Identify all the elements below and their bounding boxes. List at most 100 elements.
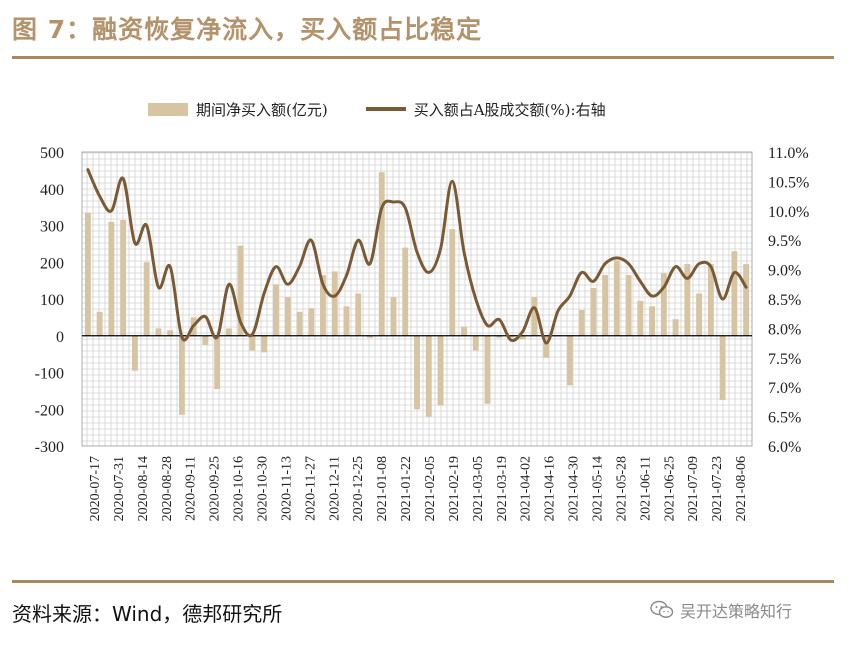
y-tick-right-2: 10.0% bbox=[768, 204, 809, 221]
bar-42 bbox=[578, 310, 585, 336]
wechat-icon bbox=[650, 600, 674, 618]
y-tick-left-6: -100 bbox=[35, 366, 64, 383]
y-tick-right-8: 7.0% bbox=[768, 380, 801, 397]
y-tick-left-2: 300 bbox=[40, 219, 64, 236]
bar-19 bbox=[308, 308, 315, 336]
bar-39 bbox=[543, 335, 550, 358]
watermark-text: 吴开达策略知行 bbox=[680, 602, 793, 621]
x-tick-26: 2021-07-23 bbox=[710, 456, 725, 521]
bar-31 bbox=[449, 229, 456, 336]
bar-28 bbox=[414, 335, 420, 410]
bar-43 bbox=[590, 287, 597, 336]
bar-36 bbox=[508, 335, 514, 338]
bar-53 bbox=[707, 264, 714, 336]
bar-21 bbox=[331, 271, 338, 336]
bar-20 bbox=[320, 275, 326, 336]
x-tick-13: 2021-01-22 bbox=[399, 456, 414, 521]
x-tick-16: 2021-03-05 bbox=[471, 456, 486, 521]
x-tick-20: 2021-04-30 bbox=[567, 456, 582, 521]
bar-13 bbox=[237, 245, 244, 336]
x-tick-21: 2021-05-14 bbox=[590, 456, 605, 521]
chart: 500 400 300 200 100 0 -100 -200 -300 11.0% 10.5% 1… bbox=[35, 145, 810, 521]
y-tick-right-4: 9.0% bbox=[768, 263, 801, 280]
x-tick-2: 2020-08-14 bbox=[136, 456, 151, 521]
x-tick-6: 2020-10-16 bbox=[232, 456, 247, 521]
x-tick-19: 2021-04-16 bbox=[543, 456, 558, 521]
y-tick-left-0: 500 bbox=[40, 145, 64, 162]
x-tick-24: 2021-06-25 bbox=[662, 456, 677, 521]
bar-38 bbox=[531, 297, 538, 336]
x-tick-4: 2020-09-11 bbox=[184, 456, 199, 521]
bar-26 bbox=[390, 297, 397, 336]
x-tick-23: 2021-06-11 bbox=[638, 456, 653, 521]
x-tick-12: 2021-01-08 bbox=[375, 456, 390, 521]
y-tick-right-3: 9.5% bbox=[768, 233, 801, 250]
bar-46 bbox=[625, 275, 632, 336]
bar-41 bbox=[566, 335, 573, 386]
bar-3 bbox=[120, 219, 127, 336]
x-tick-1: 2020-07-31 bbox=[112, 456, 127, 521]
bar-8 bbox=[178, 335, 185, 415]
bar-10 bbox=[202, 335, 209, 345]
y-tick-right-10: 6.0% bbox=[768, 439, 801, 456]
source-note: 资料来源：Wind，德邦研究所 bbox=[12, 602, 283, 626]
bar-22 bbox=[343, 306, 350, 336]
x-tick-10: 2020-12-11 bbox=[327, 456, 342, 521]
x-tick-5: 2020-09-25 bbox=[208, 456, 223, 521]
bar-47 bbox=[637, 300, 644, 336]
bar-51 bbox=[684, 264, 691, 336]
y-tick-right-5: 8.5% bbox=[768, 292, 801, 309]
y-tick-right-1: 10.5% bbox=[768, 174, 809, 191]
y-tick-left-8: -300 bbox=[35, 439, 64, 456]
figure-title: 图 7：融资恢复净流入，买入额占比稳定 bbox=[12, 15, 483, 44]
bar-29 bbox=[425, 335, 432, 417]
legend-line-swatch bbox=[365, 107, 406, 111]
bar-35 bbox=[496, 335, 503, 338]
bar-6 bbox=[155, 328, 162, 336]
y-tick-right-9: 6.5% bbox=[768, 410, 801, 427]
bar-27 bbox=[402, 247, 409, 336]
bar-18 bbox=[296, 311, 303, 336]
bar-5 bbox=[143, 262, 150, 336]
bar-33 bbox=[472, 335, 479, 351]
y-tick-left-5: 0 bbox=[56, 329, 64, 346]
bar-2 bbox=[108, 221, 115, 336]
legend-bar-swatch bbox=[148, 102, 188, 116]
x-tick-14: 2021-02-05 bbox=[423, 456, 438, 521]
x-tick-3: 2020-08-28 bbox=[160, 456, 175, 521]
x-tick-25: 2021-07-09 bbox=[686, 456, 701, 521]
bar-45 bbox=[613, 260, 620, 336]
bar-49 bbox=[660, 273, 667, 336]
chart-legend: 期间净买入额(亿元) 买入额占A股成交额(%):右轴 bbox=[148, 97, 606, 121]
bar-32 bbox=[461, 326, 467, 336]
bottom-divider bbox=[12, 580, 834, 583]
bar-25 bbox=[378, 172, 385, 336]
legend-bar-label: 期间净买入额(亿元) bbox=[196, 100, 328, 119]
bar-1 bbox=[96, 311, 103, 336]
x-tick-17: 2021-03-19 bbox=[495, 456, 510, 521]
x-tick-7: 2020-10-30 bbox=[255, 456, 270, 521]
x-tick-0: 2020-07-17 bbox=[88, 456, 103, 521]
plot-area bbox=[81, 151, 753, 447]
x-tick-15: 2021-02-19 bbox=[447, 456, 462, 521]
bar-30 bbox=[437, 335, 444, 406]
bar-14 bbox=[249, 335, 256, 351]
y-tick-left-7: -200 bbox=[35, 402, 64, 419]
x-tick-18: 2021-04-02 bbox=[519, 456, 534, 521]
bar-56 bbox=[743, 264, 750, 336]
x-tick-27: 2021-08-06 bbox=[734, 456, 749, 521]
bar-23 bbox=[355, 293, 362, 336]
bar-50 bbox=[672, 319, 679, 336]
bar-52 bbox=[696, 293, 703, 336]
bar-7 bbox=[167, 330, 174, 336]
legend-line-label: 买入额占A股成交额(%):右轴 bbox=[413, 100, 606, 119]
y-tick-left-3: 200 bbox=[40, 255, 64, 272]
bar-16 bbox=[273, 284, 279, 336]
bar-0 bbox=[84, 212, 91, 336]
bar-48 bbox=[649, 306, 656, 336]
y-tick-left-1: 400 bbox=[40, 182, 64, 199]
bar-55 bbox=[731, 251, 738, 336]
top-divider bbox=[12, 56, 834, 59]
bar-17 bbox=[284, 297, 291, 336]
bar-12 bbox=[225, 328, 232, 336]
